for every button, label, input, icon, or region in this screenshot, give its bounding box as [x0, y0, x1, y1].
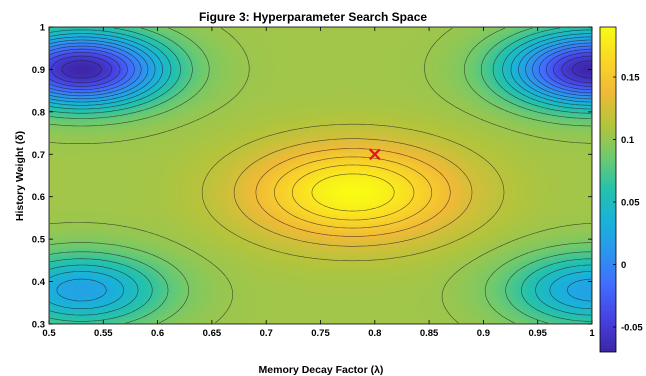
x-tick-label: 0.85 [420, 328, 439, 339]
contour-line-8 [49, 33, 592, 309]
contour-line-5 [49, 42, 591, 97]
contour-line-11 [49, 27, 591, 324]
x-axis-label: Memory Decay Factor (λ) [259, 364, 384, 376]
contour-line-1 [51, 55, 592, 84]
y-tick-label: 0.9 [32, 65, 45, 76]
contour-line-13 [49, 27, 592, 324]
chart-title: Figure 3: Hyperparameter Search Space [199, 10, 427, 24]
contour-line-15 [233, 138, 473, 247]
y-axis-ticks: 0.3 0.4 0.5 0.6 0.7 0.8 0.9 1 [32, 23, 592, 331]
best-config-marker [369, 148, 381, 161]
x-tick-label: 0.5 [42, 328, 56, 339]
contour-line-12 [49, 27, 591, 324]
contour-line-7 [49, 36, 592, 302]
x-tick-label: 0.8 [368, 328, 381, 339]
marker-layer [369, 148, 381, 161]
contour-line-10 [49, 27, 592, 322]
colorbar-tick-label: -0.05 [621, 323, 643, 334]
y-tick-label: 0.3 [32, 320, 45, 331]
x-tick-label: 0.95 [528, 328, 547, 339]
y-tick-label: 0.4 [32, 277, 46, 288]
contour-line-9 [49, 29, 592, 316]
x-tick-label: 0.75 [311, 328, 330, 339]
colorbar-gradient [600, 27, 616, 352]
x-tick-label: 1 [589, 328, 595, 339]
colorbar-tick-label: 0.15 [621, 73, 640, 84]
colorbar-ticks: -0.05 0 0.05 0.1 0.15 [613, 73, 643, 334]
y-tick-label: 0.6 [32, 192, 45, 203]
y-tick-label: 0.8 [32, 107, 45, 118]
contour-lines [49, 27, 592, 324]
contour-line-18 [291, 164, 415, 221]
x-tick-label: 0.9 [477, 328, 490, 339]
x-tick-label: 0.7 [260, 328, 273, 339]
contour-line-4 [49, 45, 591, 94]
y-tick-label: 0.7 [32, 150, 45, 161]
y-axis-label: History Weight (δ) [14, 131, 26, 221]
x-tick-label: 0.65 [203, 328, 222, 339]
y-tick-label: 1 [40, 23, 46, 34]
contour-line-16 [255, 148, 451, 237]
colorbar-tick-label: 0 [621, 260, 626, 271]
contour-line-0 [61, 60, 592, 79]
contour-line-19 [311, 173, 395, 212]
x-tick-label: 0.6 [151, 328, 164, 339]
y-tick-label: 0.5 [32, 235, 46, 246]
contour-line-6 [49, 39, 591, 100]
heatmap-surface [49, 27, 592, 324]
contour-line-17 [274, 156, 433, 229]
colorbar-tick-label: 0.05 [621, 198, 640, 209]
colorbar-frame [599, 26, 617, 353]
contour-line-2 [49, 52, 592, 87]
colorbar-tick-label: 0.1 [621, 135, 635, 146]
contour-line-3 [49, 48, 592, 90]
x-tick-label: 0.55 [94, 328, 113, 339]
contour-line-14 [201, 123, 505, 262]
x-axis-ticks: 0.5 0.55 0.6 0.65 0.7 0.75 0.8 0.85 0.9 0.95 1 [42, 27, 595, 339]
